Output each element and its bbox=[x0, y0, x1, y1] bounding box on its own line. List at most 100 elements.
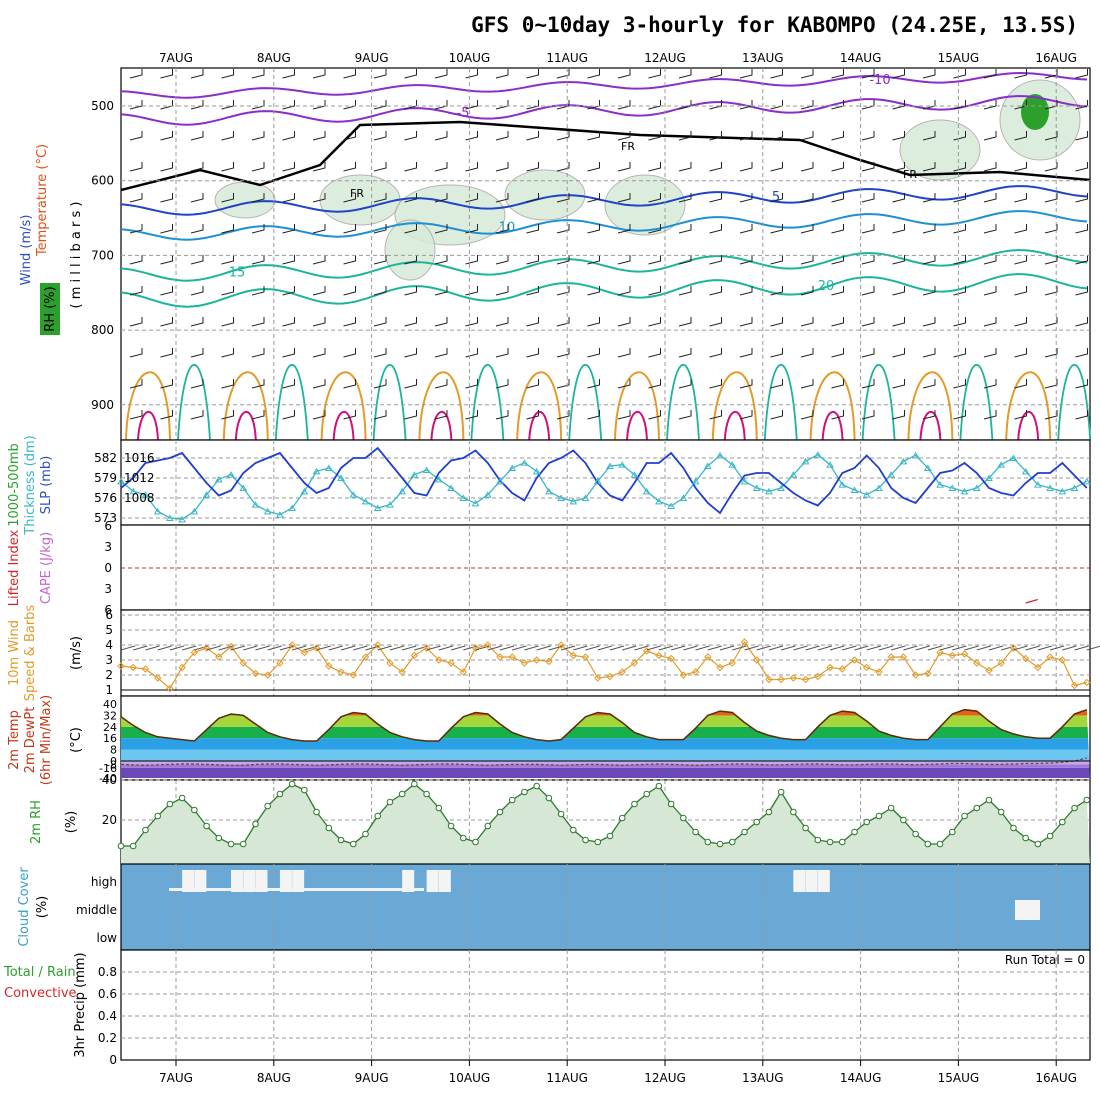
precip-units: 3hr Precip (mm) bbox=[73, 952, 88, 1057]
wind-barb-10m bbox=[756, 645, 771, 651]
wind-barb bbox=[556, 224, 570, 234]
wind-barb-10m bbox=[1062, 645, 1077, 651]
wind-barb bbox=[648, 69, 661, 79]
wind-barb bbox=[373, 193, 387, 203]
wind-barb bbox=[1075, 286, 1088, 296]
rh-marker bbox=[692, 828, 699, 836]
rh-marker bbox=[460, 834, 467, 842]
lifted-tick: 6 bbox=[104, 519, 112, 533]
wind-speed-marker bbox=[251, 669, 260, 678]
wind-barb bbox=[1075, 317, 1088, 327]
wind-barb-10m bbox=[353, 645, 368, 651]
wind-barb bbox=[160, 193, 173, 203]
wind-barb bbox=[434, 224, 448, 234]
wind-barb bbox=[1044, 410, 1058, 420]
rh-marker bbox=[753, 818, 761, 826]
wind-barb bbox=[190, 131, 204, 141]
rh-marker bbox=[655, 782, 663, 790]
temperature-loop bbox=[516, 371, 563, 441]
wind-barb-10m bbox=[866, 645, 881, 651]
wind-barb bbox=[1014, 379, 1027, 389]
wind-barb bbox=[1075, 193, 1088, 203]
rh-marker bbox=[1083, 796, 1091, 804]
wind-barb bbox=[1014, 69, 1027, 79]
wind-barb bbox=[373, 348, 387, 358]
wind-barb bbox=[617, 255, 631, 265]
wind-barb bbox=[892, 162, 905, 172]
wind-barb bbox=[556, 131, 570, 141]
wind-barb bbox=[739, 317, 753, 327]
cloud-bar-high bbox=[426, 870, 439, 892]
rh-marker bbox=[178, 794, 186, 802]
wind-barb bbox=[953, 379, 966, 389]
rh-marker bbox=[117, 842, 125, 850]
rh-marker bbox=[765, 808, 773, 816]
wind-barb-10m bbox=[927, 645, 942, 651]
temp-tick: -8 bbox=[106, 758, 117, 771]
rh-marker bbox=[227, 840, 235, 848]
bottom-date-label: 12AUG bbox=[644, 1071, 686, 1085]
wind-barb bbox=[800, 193, 814, 203]
temp-label-3: (6hr Min/Max) bbox=[39, 695, 54, 785]
temp-units: (°C) bbox=[69, 727, 84, 753]
wind-speed-marker bbox=[997, 659, 1005, 667]
wind-barb bbox=[1044, 348, 1058, 358]
thickness-marker bbox=[459, 494, 468, 501]
wind-barb bbox=[129, 317, 143, 327]
lifted-label: Lifted Index bbox=[7, 529, 22, 606]
precip-label-1: Total / Rain bbox=[3, 965, 76, 980]
wind-barb bbox=[343, 410, 356, 420]
rh-marker bbox=[741, 828, 748, 836]
wind-barb-10m bbox=[939, 645, 955, 651]
cloud-units: (%) bbox=[35, 896, 50, 919]
wind-barb-10m bbox=[670, 645, 686, 651]
thickness-marker bbox=[850, 486, 859, 493]
cloud-bar-high bbox=[255, 870, 268, 892]
wind-barb bbox=[617, 162, 631, 172]
wind-speed-marker bbox=[948, 651, 957, 660]
wind-barb bbox=[678, 255, 692, 265]
wind-barb bbox=[831, 131, 844, 141]
thickness-marker bbox=[496, 477, 504, 485]
wind-barb bbox=[1014, 162, 1027, 172]
wind-barb bbox=[678, 317, 692, 327]
thickness-tick: 576 bbox=[94, 491, 117, 505]
temp-tick: 32 bbox=[103, 709, 117, 722]
wind-speed-marker bbox=[630, 659, 639, 667]
lifted-tick: 6 bbox=[104, 603, 112, 617]
wind-barb bbox=[495, 348, 509, 358]
wind-speed-marker bbox=[1009, 644, 1018, 652]
thickness-marker bbox=[532, 467, 541, 475]
wind-barb bbox=[312, 379, 326, 389]
wind-barb-10m bbox=[634, 645, 649, 651]
wind-barb bbox=[831, 193, 844, 203]
wind-barb bbox=[770, 255, 783, 265]
wind-barb bbox=[739, 131, 753, 141]
cloud-bar-high bbox=[292, 870, 305, 892]
rh-legend-label: RH (%) bbox=[43, 286, 58, 331]
wind-barb bbox=[861, 162, 875, 172]
thickness-marker bbox=[667, 502, 676, 509]
temperature-loop bbox=[1017, 410, 1040, 441]
wind-barb bbox=[861, 69, 875, 79]
wind-speed-marker bbox=[789, 674, 798, 682]
wind-barb bbox=[343, 193, 356, 203]
thickness-marker bbox=[153, 507, 162, 515]
wind-barb bbox=[526, 224, 539, 234]
wind-barb-10m bbox=[915, 645, 930, 651]
wind-barb bbox=[983, 131, 997, 141]
wind-speed-marker bbox=[215, 653, 223, 661]
wind-barb-10m bbox=[817, 645, 832, 651]
wind-barb bbox=[1044, 255, 1058, 265]
wind-barb bbox=[678, 162, 692, 172]
cloud-bar-high bbox=[279, 870, 292, 892]
top-date-label: 8AUG bbox=[257, 51, 291, 65]
wind-speed-marker bbox=[435, 656, 443, 664]
isotherm-contour bbox=[120, 210, 1088, 241]
top-date-label: 15AUG bbox=[938, 51, 980, 65]
wind-barb-10m bbox=[230, 645, 246, 651]
wind-barb bbox=[190, 162, 204, 172]
wind-barb bbox=[282, 286, 295, 296]
wind-barb bbox=[1044, 193, 1058, 203]
